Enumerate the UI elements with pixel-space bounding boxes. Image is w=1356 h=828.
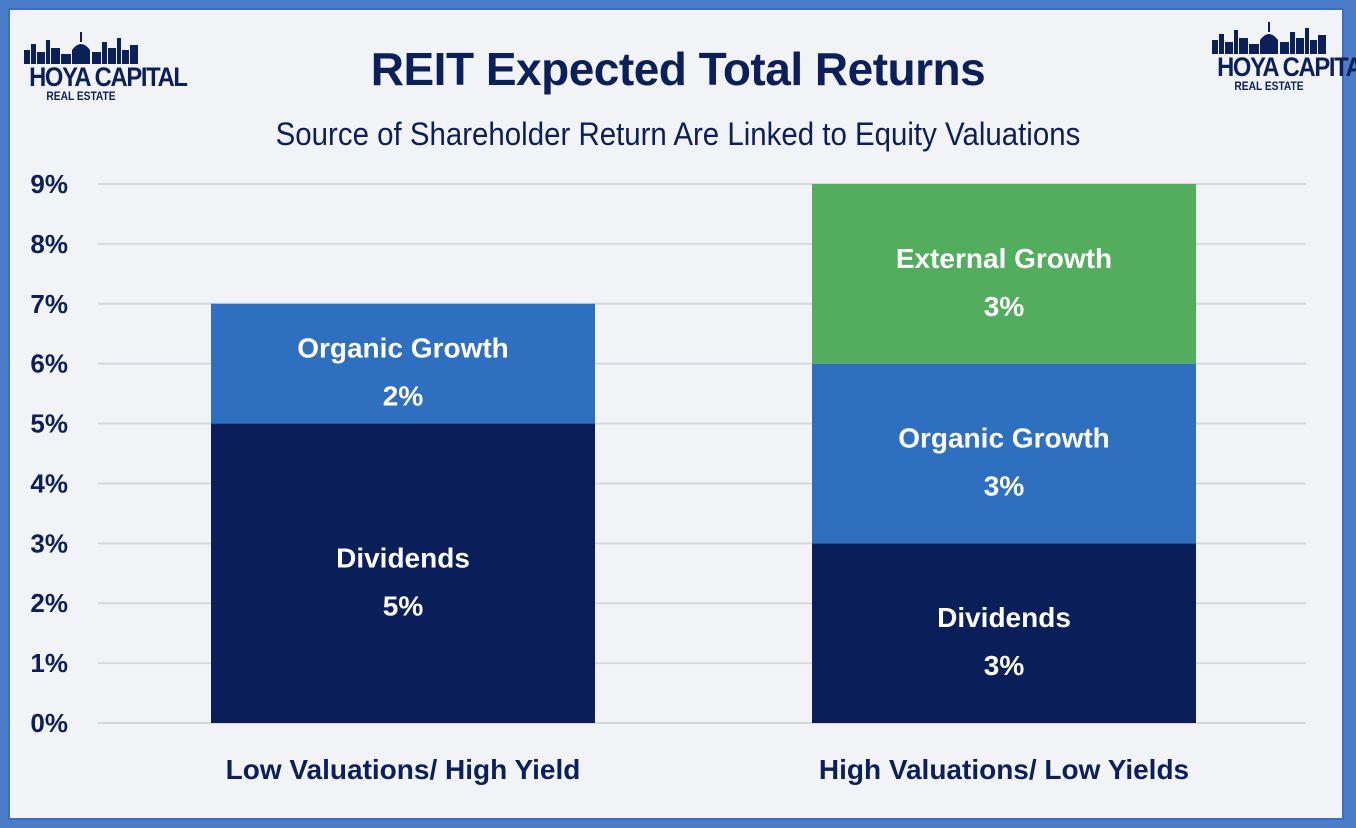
hoya-capital-logo-left: HOYA CAPITAL REAL ESTATE bbox=[22, 30, 188, 120]
y-tick-label: 7% bbox=[30, 289, 68, 319]
y-tick-label: 5% bbox=[30, 409, 68, 439]
segment-value-label: 3% bbox=[984, 650, 1025, 681]
segment-value-label: 3% bbox=[984, 291, 1025, 322]
segment-name-label: Dividends bbox=[937, 602, 1071, 633]
bar-segment bbox=[211, 303, 595, 424]
y-tick-label: 6% bbox=[30, 349, 68, 379]
segment-name-label: External Growth bbox=[896, 243, 1112, 274]
segment-name-label: Organic Growth bbox=[898, 423, 1110, 454]
bar-segment bbox=[812, 363, 1196, 544]
bar-segment bbox=[812, 543, 1196, 723]
y-tick-label: 2% bbox=[30, 588, 68, 618]
y-tick-label: 8% bbox=[30, 229, 68, 259]
y-tick-label: 3% bbox=[30, 528, 68, 558]
skyline-icon bbox=[1212, 22, 1326, 54]
chart-subtitle: Source of Shareholder Return Are Linked … bbox=[275, 116, 1081, 152]
segment-value-label: 5% bbox=[383, 590, 424, 621]
chart-title: REIT Expected Total Returns bbox=[370, 43, 986, 95]
segment-value-label: 3% bbox=[984, 471, 1025, 502]
x-category-label: Low Valuations/ High Yield bbox=[226, 754, 581, 785]
y-tick-label: 9% bbox=[30, 169, 68, 199]
logo-tagline: REAL ESTATE bbox=[46, 89, 116, 103]
x-category-label: High Valuations/ Low Yields bbox=[819, 754, 1189, 785]
y-tick-label: 0% bbox=[30, 708, 68, 738]
segment-name-label: Organic Growth bbox=[297, 333, 509, 364]
y-tick-label: 4% bbox=[30, 468, 68, 498]
skyline-icon bbox=[24, 32, 138, 64]
y-tick-label: 1% bbox=[30, 648, 68, 678]
logo-tagline: REAL ESTATE bbox=[1234, 79, 1304, 93]
bar-segment bbox=[211, 423, 595, 723]
bar-segment bbox=[812, 184, 1196, 364]
segment-value-label: 2% bbox=[383, 381, 424, 412]
segment-name-label: Dividends bbox=[336, 542, 470, 573]
